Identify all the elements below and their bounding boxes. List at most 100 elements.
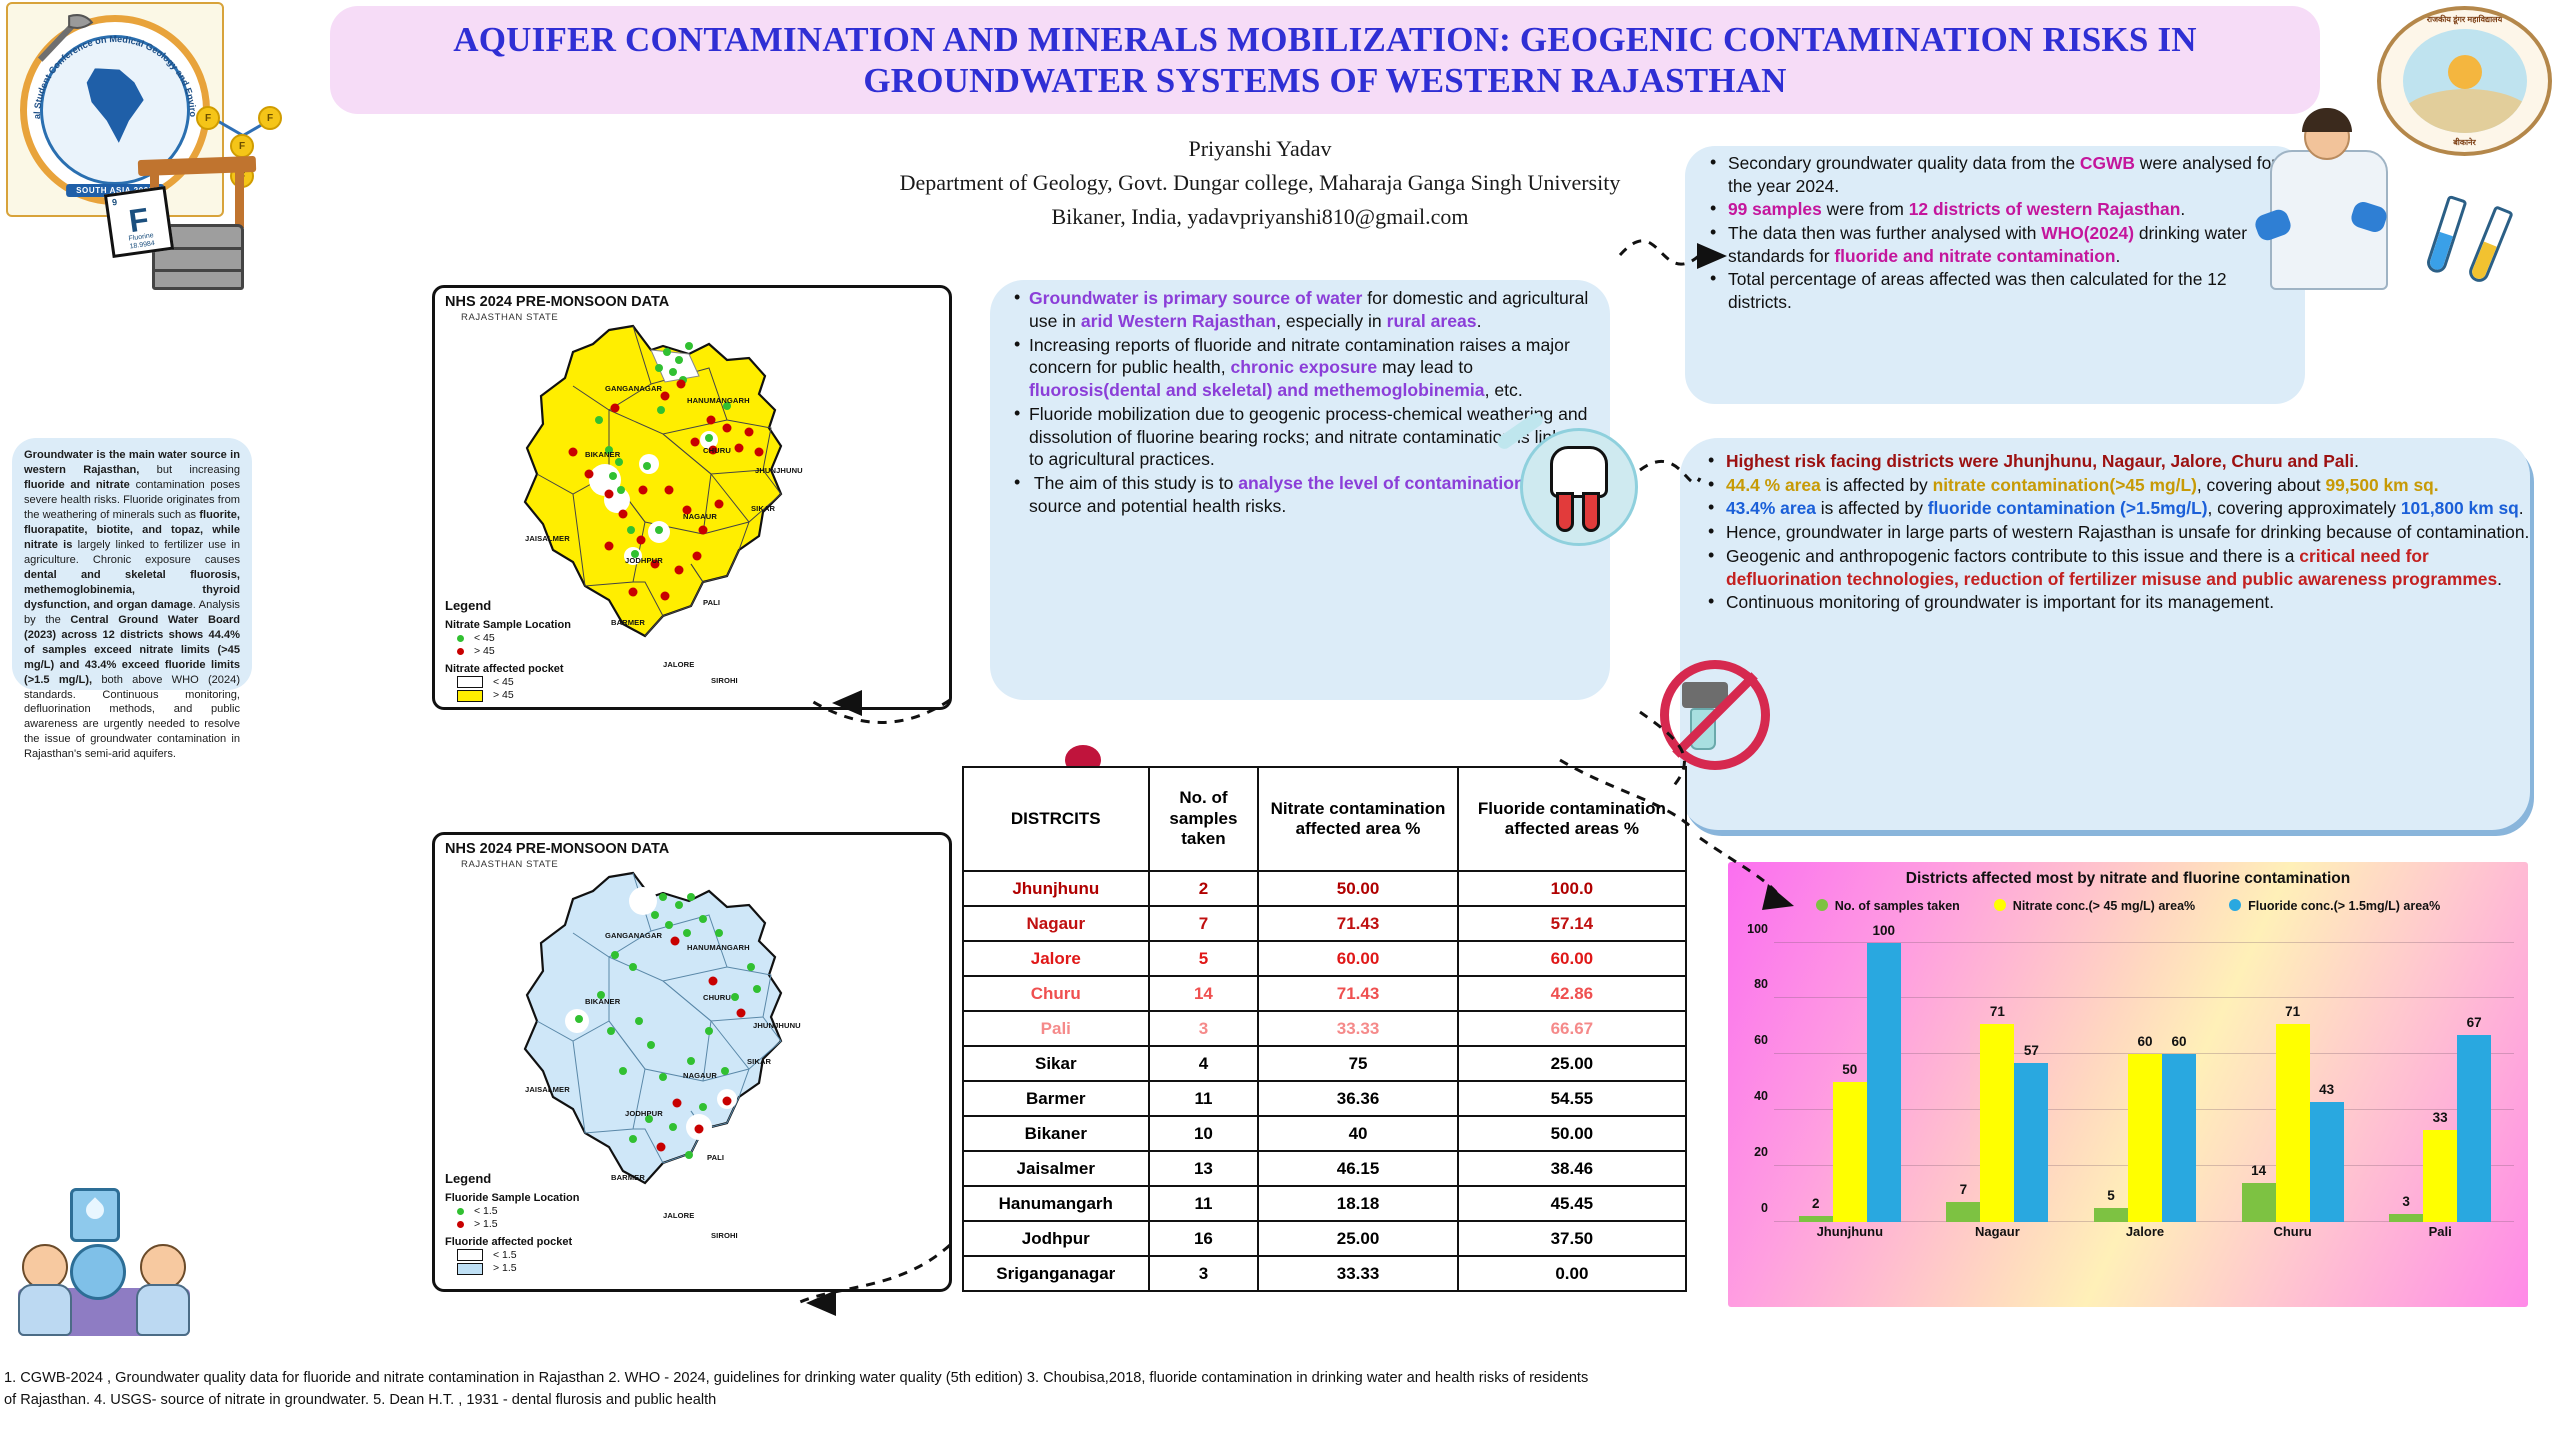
table-cell-district: Barmer xyxy=(963,1081,1149,1116)
results-list: Highest risk facing districts were Jhunj… xyxy=(1700,450,2530,615)
chart-bar: 14 xyxy=(2242,1183,2276,1222)
chart-bar-value: 7 xyxy=(1960,1182,1968,1197)
map2-label-barmer: BARMER xyxy=(611,1173,645,1182)
map-label-jaisalmer: JAISALMER xyxy=(525,534,570,543)
chart-legend-item: Fluoride conc.(> 1.5mg/L) area% xyxy=(2229,899,2440,913)
table-cell-samples: 3 xyxy=(1149,1256,1259,1291)
table-row: Hanumangarh1118.1845.45 xyxy=(963,1186,1686,1221)
chart-x-axis-labels: JhunjhunuNagaurJaloreChuruPali xyxy=(1776,1224,2514,1248)
table-cell-fluoride: 54.55 xyxy=(1458,1081,1686,1116)
table-cell-samples: 14 xyxy=(1149,976,1259,1011)
chart-bar-value: 60 xyxy=(2171,1034,2186,1049)
table-cell-district: Pali xyxy=(963,1011,1149,1046)
chart-legend-item: No. of samples taken xyxy=(1816,899,1960,913)
reference-line-2: of Rajasthan. 4. USGS- source of nitrate… xyxy=(4,1390,2556,1412)
legend-item: < 1.5 xyxy=(457,1249,579,1262)
table-header-nitrate: Nitrate contamination affected area % xyxy=(1258,767,1457,871)
chart-bar: 3 xyxy=(2389,1214,2423,1222)
nitrate-map: NHS 2024 PRE-MONSOON DATA RAJASTHAN STAT… xyxy=(432,285,952,710)
table-cell-nitrate: 75 xyxy=(1258,1046,1457,1081)
geology-hammer-icon xyxy=(34,10,96,68)
result-bullet-4: Hence, groundwater in large parts of wes… xyxy=(1700,521,2530,544)
chart-y-tick: 20 xyxy=(1754,1145,1768,1159)
table-cell-nitrate: 50.00 xyxy=(1258,871,1457,906)
fluorine-symbol: F xyxy=(127,202,151,236)
contamination-bar-chart: Districts affected most by nitrate and f… xyxy=(1728,862,2528,1307)
map-label-pali: PALI xyxy=(703,598,720,607)
method-bullet-1: Secondary groundwater quality data from … xyxy=(1702,152,2292,197)
author-name: Priyanshi Yadav xyxy=(760,132,1760,166)
legend-sample-heading: Nitrate Sample Location xyxy=(445,618,571,632)
chart-bar: 67 xyxy=(2457,1035,2491,1222)
map2-label-sirohi: SIROHI xyxy=(711,1231,738,1240)
chart-group-jhunjhunu: 250100 xyxy=(1776,923,1924,1222)
table-cell-district: Jhunjhunu xyxy=(963,871,1149,906)
table-header-district: DISTRCITS xyxy=(963,767,1149,871)
table-body: Jhunjhunu250.00100.0Nagaur771.4357.14Jal… xyxy=(963,871,1686,1291)
legend-heading: Legend xyxy=(445,598,571,615)
chart-bars: 250100771575606014714333367 xyxy=(1776,923,2514,1222)
chart-bar-value: 71 xyxy=(1990,1004,2005,1019)
map2-label-hanumangarh: HANUMANGARH xyxy=(687,943,750,952)
table-cell-fluoride: 45.45 xyxy=(1458,1186,1686,1221)
table-cell-fluoride: 100.0 xyxy=(1458,871,1686,906)
chart-x-label: Pali xyxy=(2366,1224,2514,1248)
table-header-fluoride: Fluoride contamination affected areas % xyxy=(1458,767,1686,871)
map-label-ganganagar: GANGANAGAR xyxy=(605,384,662,393)
chart-group-nagaur: 77157 xyxy=(1924,923,2072,1222)
map2-label-sikar: SIKAR xyxy=(747,1057,771,1066)
chart-bar: 60 xyxy=(2162,1054,2196,1222)
result-bullet-2: 44.4 % area is affected by nitrate conta… xyxy=(1700,474,2530,497)
legend-pocket-heading: Fluoride affected pocket xyxy=(445,1235,579,1249)
map-label-jodhpur: JODHPUR xyxy=(625,556,663,565)
table-cell-district: Bikaner xyxy=(963,1116,1149,1151)
chart-bar: 2 xyxy=(1799,1216,1833,1222)
chart-x-label: Jalore xyxy=(2071,1224,2219,1248)
map-label-barmer: BARMER xyxy=(611,618,645,627)
legend-item: < 45 xyxy=(457,632,571,645)
chart-group-jalore: 56060 xyxy=(2071,923,2219,1222)
table-cell-fluoride: 60.00 xyxy=(1458,941,1686,976)
chart-bar: 33 xyxy=(2423,1130,2457,1222)
chart-legend-item: Nitrate conc.(> 45 mg/L) area% xyxy=(1994,899,2195,913)
references-block: 1. CGWB-2024 , Groundwater quality data … xyxy=(4,1368,2556,1412)
table-row: Jhunjhunu250.00100.0 xyxy=(963,871,1686,906)
table-cell-nitrate: 46.15 xyxy=(1258,1151,1457,1186)
table-header-row: DISTRCITS No. of samples taken Nitrate c… xyxy=(963,767,1686,871)
poster-canvas: 4th International Student Conference on … xyxy=(0,0,2560,1440)
chart-bar: 43 xyxy=(2310,1102,2344,1222)
chart-bar: 50 xyxy=(1833,1082,1867,1222)
chart-bar: 7 xyxy=(1946,1202,1980,1222)
result-bullet-5: Geogenic and anthropogenic factors contr… xyxy=(1700,545,2530,590)
chart-x-label: Nagaur xyxy=(1924,1224,2072,1248)
table-cell-district: Nagaur xyxy=(963,906,1149,941)
table-cell-nitrate: 33.33 xyxy=(1258,1256,1457,1291)
table-cell-fluoride: 37.50 xyxy=(1458,1221,1686,1256)
legend-heading: Legend xyxy=(445,1171,579,1188)
chart-x-label: Jhunjhunu xyxy=(1776,1224,1924,1248)
result-bullet-6: Continuous monitoring of groundwater is … xyxy=(1700,591,2530,614)
table-row: Bikaner104050.00 xyxy=(963,1116,1686,1151)
tooth-fluorosis-icon xyxy=(1520,428,1638,546)
table-row: Pali333.3366.67 xyxy=(963,1011,1686,1046)
college-logo-top-text: राजकीय डूंगर महाविद्यालय xyxy=(2381,14,2548,25)
chart-bar-value: 43 xyxy=(2319,1082,2334,1097)
table-cell-fluoride: 25.00 xyxy=(1458,1046,1686,1081)
table-cell-nitrate: 71.43 xyxy=(1258,906,1457,941)
poster-title: AQUIFER CONTAMINATION AND MINERALS MOBIL… xyxy=(360,19,2290,102)
table-cell-samples: 13 xyxy=(1149,1151,1259,1186)
contamination-table: DISTRCITS No. of samples taken Nitrate c… xyxy=(962,766,1687,1292)
table-cell-samples: 2 xyxy=(1149,871,1259,906)
table-cell-nitrate: 18.18 xyxy=(1258,1186,1457,1221)
chart-bar-value: 60 xyxy=(2137,1034,2152,1049)
table-cell-nitrate: 33.33 xyxy=(1258,1011,1457,1046)
map2-label-ganganagar: GANGANAGAR xyxy=(605,931,662,940)
chart-bar: 60 xyxy=(2128,1054,2162,1222)
nitrate-map-legend: Legend Nitrate Sample Location < 45 > 45… xyxy=(445,598,571,703)
legend-item: > 1.5 xyxy=(457,1262,579,1275)
intro-bullet-4: The aim of this study is to analyse the … xyxy=(1012,472,1592,518)
result-bullet-3: 43.4% area is affected by fluoride conta… xyxy=(1700,497,2530,520)
abstract-text: Groundwater is the main water source in … xyxy=(24,448,240,762)
author-affiliation: Department of Geology, Govt. Dungar coll… xyxy=(760,166,1760,200)
chart-legend: No. of samples taken Nitrate conc.(> 45 m… xyxy=(1738,899,2518,913)
